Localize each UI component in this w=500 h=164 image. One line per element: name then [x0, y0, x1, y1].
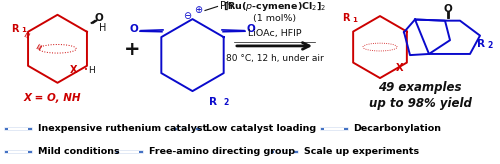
- Text: O: O: [130, 24, 138, 34]
- Text: up to 98% yield: up to 98% yield: [368, 97, 472, 110]
- Text: ⊕: ⊕: [194, 5, 202, 15]
- Text: •: •: [84, 67, 88, 73]
- Text: LiOAc, HFIP: LiOAc, HFIP: [248, 29, 302, 38]
- Text: O: O: [443, 4, 452, 14]
- Text: 1: 1: [352, 17, 358, 23]
- Text: R: R: [208, 97, 216, 107]
- Bar: [4, 127, 32, 130]
- Text: Decarbonylation: Decarbonylation: [354, 124, 442, 133]
- Text: O: O: [246, 24, 256, 34]
- Text: ≡: ≡: [22, 30, 34, 41]
- Bar: [8, 128, 28, 130]
- Bar: [274, 151, 293, 153]
- Text: H: H: [88, 66, 95, 75]
- Text: X: X: [70, 65, 78, 75]
- Text: 80 °C, 12 h, under air: 80 °C, 12 h, under air: [226, 54, 324, 63]
- Text: +: +: [124, 41, 141, 59]
- Bar: [119, 151, 139, 153]
- Text: ≡: ≡: [34, 41, 46, 53]
- Text: (1 mol%): (1 mol%): [253, 14, 296, 23]
- Text: 2: 2: [488, 41, 492, 50]
- Text: X: X: [396, 63, 404, 73]
- Text: O: O: [94, 13, 104, 23]
- Text: ⊖: ⊖: [184, 11, 192, 21]
- Bar: [172, 127, 200, 130]
- Text: H: H: [99, 23, 106, 33]
- Bar: [270, 150, 297, 153]
- Text: 1: 1: [22, 27, 26, 33]
- Text: Mild conditions: Mild conditions: [38, 147, 119, 156]
- Text: Free-amino directing group: Free-amino directing group: [148, 147, 294, 156]
- Text: Ph: Ph: [220, 1, 233, 11]
- Text: R: R: [342, 13, 350, 23]
- Bar: [115, 150, 142, 153]
- Text: 2: 2: [224, 98, 229, 107]
- Text: Low catalyst loading: Low catalyst loading: [206, 124, 316, 133]
- Text: Scale up experiments: Scale up experiments: [304, 147, 418, 156]
- Bar: [176, 128, 196, 130]
- Text: 49 examples: 49 examples: [378, 81, 462, 94]
- Bar: [320, 127, 347, 130]
- Text: R: R: [11, 24, 19, 34]
- Text: R: R: [477, 39, 485, 49]
- Text: [Ru($p$-cymene)Cl$_2$]$_2$: [Ru($p$-cymene)Cl$_2$]$_2$: [223, 0, 326, 13]
- Text: Inexpensive ruthenium catalyst: Inexpensive ruthenium catalyst: [38, 124, 206, 133]
- Bar: [4, 150, 32, 153]
- Bar: [324, 128, 344, 130]
- Bar: [8, 151, 28, 153]
- Text: X = O, NH: X = O, NH: [24, 93, 81, 103]
